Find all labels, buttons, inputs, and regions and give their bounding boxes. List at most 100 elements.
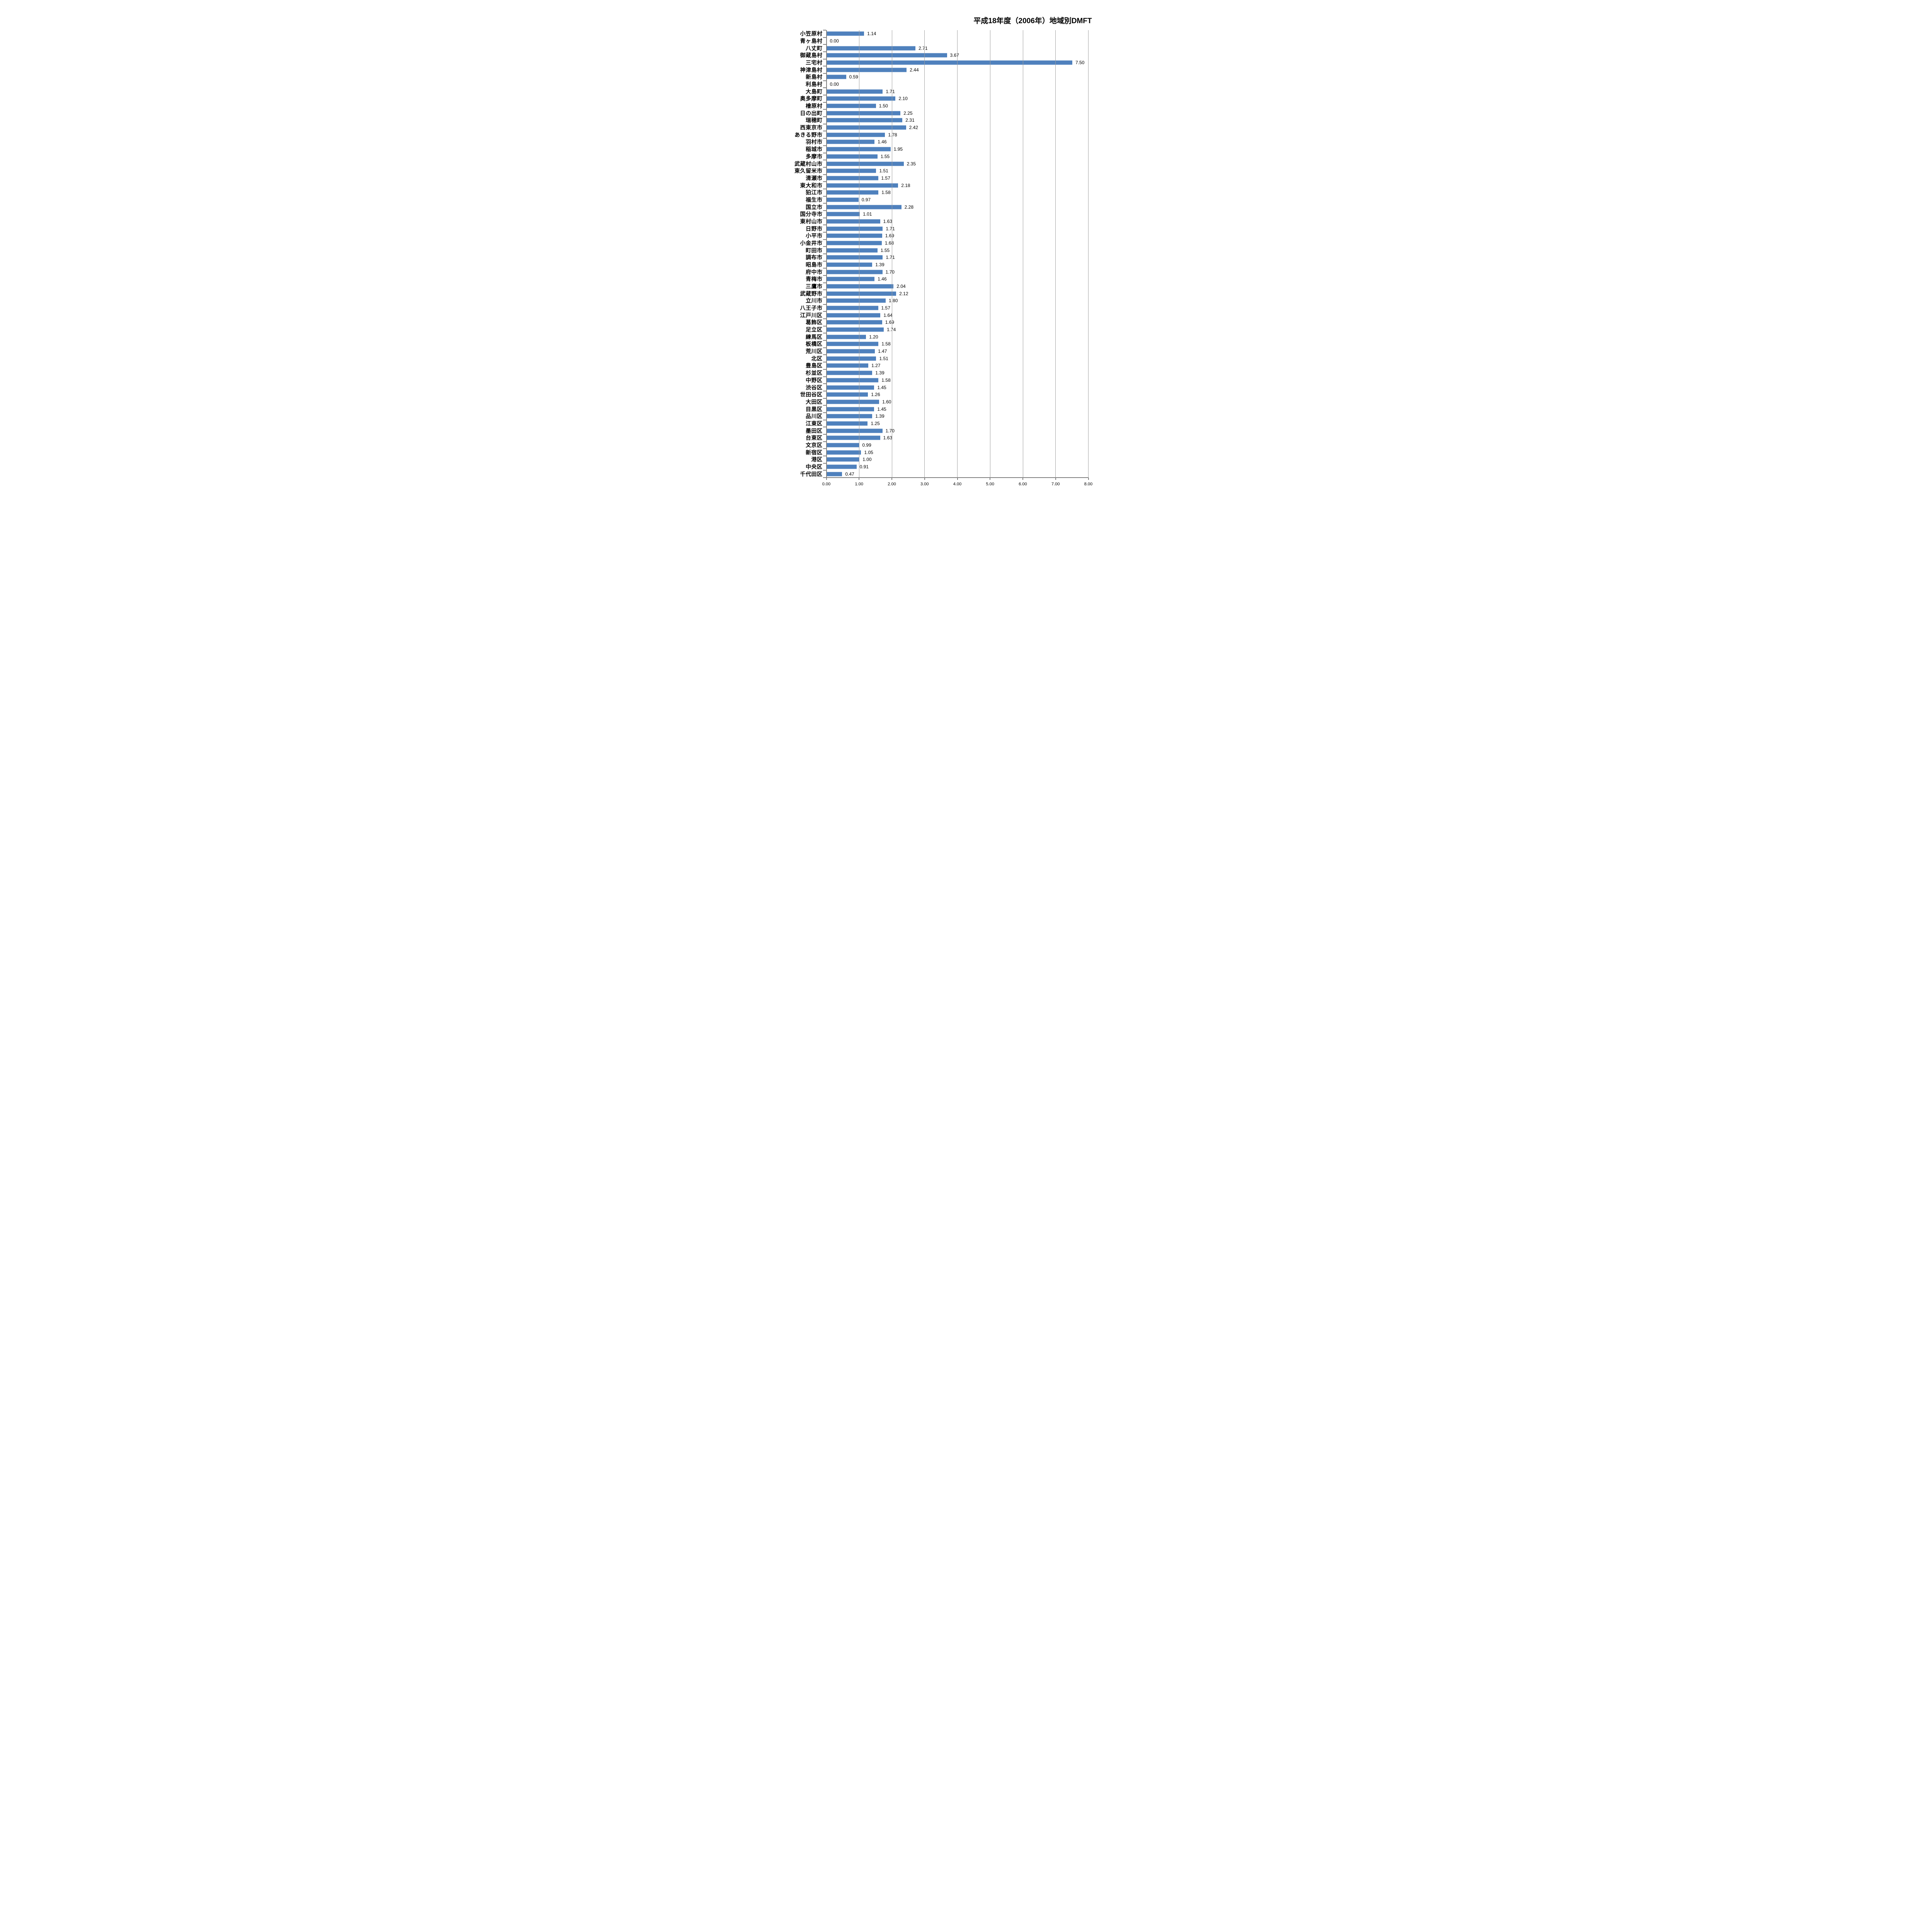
bar-row: 文京区 0.99 (806, 442, 1089, 449)
bar (827, 176, 878, 180)
category-label: 文京区 (806, 442, 823, 448)
y-axis-tick (823, 181, 826, 182)
bar-row: 新島村 0.59 (806, 73, 1089, 81)
bar (827, 104, 876, 108)
value-label: 1.71 (886, 226, 895, 231)
category-label: 墨田区 (806, 427, 823, 434)
x-axis-label: 0.00 (822, 482, 831, 486)
bar (827, 327, 884, 332)
category-label: 新島村 (806, 74, 823, 80)
value-label: 0.47 (845, 471, 854, 477)
bar (827, 89, 883, 94)
bar (827, 306, 878, 310)
y-axis-line (826, 30, 827, 478)
category-label: 日野市 (806, 225, 823, 232)
bar-row: 国分寺市 1.01 (800, 211, 1089, 218)
bar (827, 443, 859, 447)
bar (827, 320, 882, 325)
bar-row: 板橋区 1.58 (806, 340, 1089, 348)
category-label: 武蔵村山市 (794, 160, 823, 167)
value-label: 1.69 (885, 233, 895, 239)
bar-row: あきる野市 1.78 (794, 131, 1089, 138)
value-label: 2.12 (899, 291, 908, 296)
category-label: 府中市 (806, 269, 823, 275)
bar-row: 目黒区 1.45 (806, 405, 1089, 413)
category-label: 稲城市 (806, 146, 823, 153)
bar (827, 53, 947, 58)
value-label: 0.99 (862, 442, 871, 448)
bar (827, 371, 873, 375)
bar (827, 168, 876, 173)
bar (827, 118, 903, 122)
value-label: 1.46 (878, 139, 887, 145)
value-label: 1.55 (880, 247, 890, 253)
y-axis-tick (823, 347, 826, 348)
y-axis-tick (823, 268, 826, 269)
bar-row: 立川市 1.80 (806, 297, 1089, 304)
bar (827, 407, 874, 412)
bar-row: 八王子市 1.57 (800, 304, 1089, 312)
bar-row: 御蔵島村 3.67 (800, 52, 1089, 59)
category-label: 青梅市 (806, 276, 823, 282)
value-label: 1.14 (867, 31, 876, 37)
bar-row: 北区 1.51 (811, 355, 1089, 362)
category-label: 清瀬市 (806, 175, 823, 181)
bar (827, 197, 859, 202)
x-axis-label: 7.00 (1051, 482, 1060, 486)
category-label: 荒川区 (806, 348, 823, 355)
value-label: 2.35 (907, 161, 916, 167)
category-label: 世田谷区 (800, 391, 823, 398)
y-axis-tick (823, 383, 826, 384)
bar-row: 新宿区 1.05 (806, 449, 1089, 456)
category-label: 足立区 (806, 327, 823, 333)
bar (827, 233, 882, 238)
value-label: 1.51 (879, 355, 888, 361)
y-axis-tick (823, 304, 826, 305)
y-axis-tick (823, 109, 826, 110)
gridline (1088, 30, 1089, 478)
value-label: 1.58 (881, 190, 891, 196)
value-label: 2.10 (898, 96, 908, 102)
bar-row: 豊島区 1.27 (806, 362, 1089, 369)
category-label: 品川区 (806, 413, 823, 420)
x-axis-label: 5.00 (986, 482, 994, 486)
value-label: 1.64 (883, 312, 893, 318)
value-label: 1.95 (893, 146, 903, 152)
bar (827, 378, 879, 383)
bar-row: 多摩市 1.55 (806, 153, 1089, 160)
y-axis-tick (823, 239, 826, 240)
bar (827, 162, 904, 166)
bar-row: 杉並区 1.39 (806, 369, 1089, 377)
y-axis-tick (823, 434, 826, 435)
bar (827, 298, 886, 303)
x-axis-label: 1.00 (855, 482, 863, 486)
value-label: 1.58 (881, 341, 891, 347)
category-label: 調布市 (806, 254, 823, 261)
y-axis-tick (823, 354, 826, 355)
bar-row: 武蔵村山市 2.35 (794, 160, 1089, 167)
chart-title: 平成18年度（2006年）地域別DMFT (973, 17, 1092, 25)
category-label: 葛飾区 (806, 319, 823, 326)
bar-row: 大田区 1.60 (806, 398, 1089, 406)
x-axis-tick (924, 478, 925, 480)
y-axis-tick (823, 253, 826, 254)
value-label: 1.78 (888, 132, 897, 138)
category-label: 青ヶ島村 (800, 38, 823, 44)
category-label: 千代田区 (800, 471, 823, 477)
value-label: 2.04 (896, 284, 906, 289)
bar-row: 中野区 1.58 (806, 377, 1089, 384)
plot-area: 小笠原村 1.14 青ヶ島村 0.00 八丈町 2.71 御蔵島村 3.67 三宅村 7.50 神津… (794, 30, 1092, 486)
bar (827, 139, 875, 144)
value-label: 2.44 (910, 67, 919, 73)
value-label: 2.31 (905, 117, 915, 123)
value-label: 1.00 (862, 457, 872, 463)
y-axis-tick (823, 58, 826, 60)
bar (827, 385, 874, 390)
y-axis-tick (823, 282, 826, 283)
value-label: 0.00 (830, 82, 839, 87)
category-label: 中野区 (806, 377, 823, 383)
bar (827, 472, 842, 476)
category-label: 狛江市 (806, 189, 823, 196)
x-axis-label: 8.00 (1084, 482, 1093, 486)
bar (827, 356, 876, 361)
